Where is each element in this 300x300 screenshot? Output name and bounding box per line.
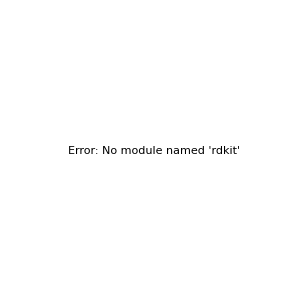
Text: Error: No module named 'rdkit': Error: No module named 'rdkit': [68, 146, 240, 157]
